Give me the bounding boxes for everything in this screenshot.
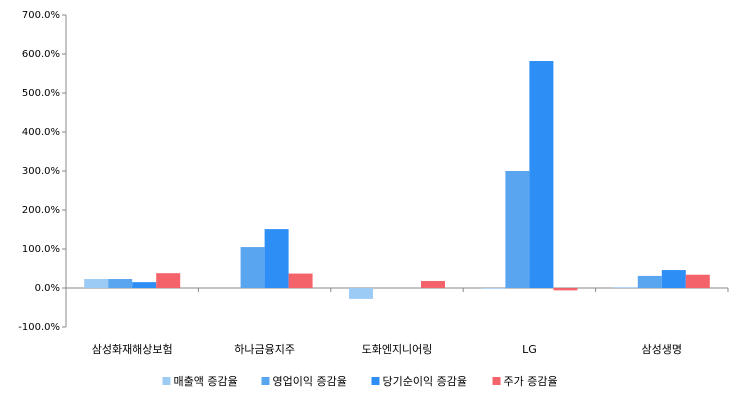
legend-swatch: [261, 377, 270, 385]
bar: [288, 273, 313, 288]
y-tick-label: 500.0%: [22, 88, 60, 99]
bar: [529, 61, 554, 288]
bar: [505, 171, 530, 288]
x-tick-label: 도화엔지니어링: [362, 343, 433, 356]
bar: [349, 288, 373, 299]
y-tick-label: 700.0%: [22, 10, 60, 21]
y-tick-label: 600.0%: [22, 49, 60, 60]
bar: [553, 288, 578, 291]
bar: [156, 273, 181, 288]
legend-label: 매출액 증감율: [174, 375, 238, 388]
legend-swatch: [371, 377, 380, 385]
bar: [84, 279, 109, 288]
x-tick-label: 삼성화재해상보험: [92, 342, 173, 356]
y-tick-label: 0.0%: [35, 283, 60, 294]
bar: [481, 288, 506, 289]
bar: [637, 275, 662, 288]
legend-swatch: [492, 377, 501, 385]
bar: [132, 282, 157, 288]
legend-label: 영업이익 증감율: [273, 375, 347, 388]
bar: [264, 229, 289, 288]
legend-swatch: [162, 377, 171, 385]
bar: [685, 274, 710, 288]
bar: [661, 270, 686, 288]
y-tick-label: 100.0%: [22, 244, 60, 255]
x-tick-label: 삼성생명: [642, 343, 682, 356]
bar: [613, 287, 638, 288]
x-tick-label: 하나금융지주: [234, 342, 295, 356]
bar: [421, 280, 445, 288]
x-tick-label: LG: [522, 343, 537, 356]
y-tick-label: -100.0%: [18, 322, 60, 333]
y-tick-label: 300.0%: [22, 166, 60, 177]
legend-label: 주가 증감율: [504, 375, 558, 388]
y-tick-label: 400.0%: [22, 127, 60, 138]
bar: [240, 247, 265, 288]
bar: [108, 279, 133, 288]
legend-label: 당기순이익 증감율: [383, 375, 467, 388]
y-tick-label: 200.0%: [22, 205, 60, 216]
